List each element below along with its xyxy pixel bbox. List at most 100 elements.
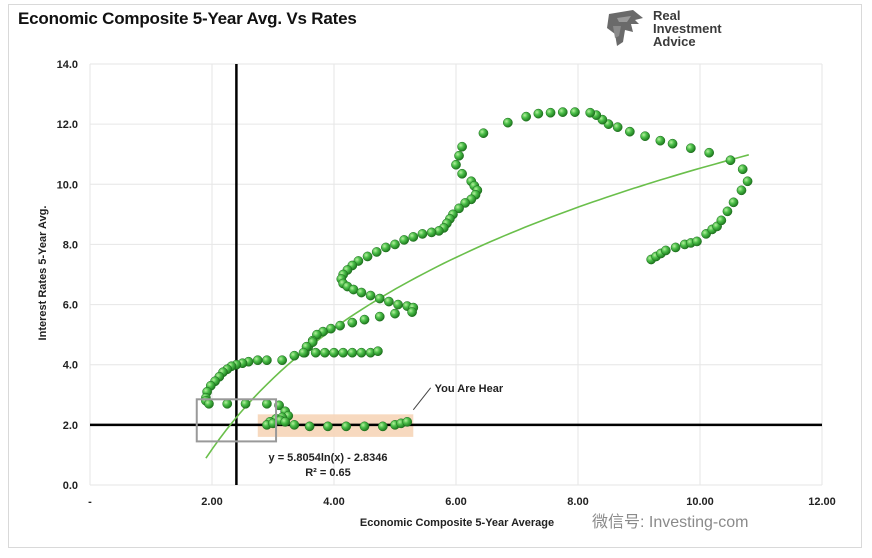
chart-title: Economic Composite 5-Year Avg. Vs Rates [18, 9, 357, 28]
logo-text: Real Investment Advice [653, 9, 722, 48]
data-point [612, 122, 623, 133]
x-tick-label: 6.00 [445, 496, 466, 508]
trendline-equation: y = 5.8054ln(x) - 2.8346 [269, 452, 388, 464]
y-tick-label: 14.0 [57, 59, 78, 71]
data-point [338, 347, 348, 358]
data-point [341, 421, 352, 432]
y-tick-label: 0.0 [63, 480, 78, 492]
data-point [704, 147, 715, 158]
logo: Real Investment Advice [603, 8, 753, 50]
data-point [289, 350, 300, 361]
x-tick-label: - [88, 496, 92, 508]
reference-lines [90, 64, 822, 485]
data-point [356, 347, 367, 358]
data-point [365, 290, 376, 301]
data-point [667, 138, 678, 149]
data-point [329, 347, 339, 358]
data-point [381, 242, 391, 253]
data-point [347, 347, 358, 358]
data-point [320, 347, 330, 358]
data-point [402, 417, 413, 427]
data-point [625, 126, 635, 137]
logo-line-2: Investment [653, 21, 722, 36]
data-point [374, 293, 385, 304]
annotation-leader [412, 387, 432, 411]
data-point [356, 287, 367, 298]
data-point [533, 108, 544, 119]
data-point [304, 421, 315, 432]
eagle-logo-icon [607, 10, 643, 46]
tick-labels: 0.0 2.0 4.0 6.0 8.0 10.0 12.0 14.0 - 2.00 4.00 6.00… [57, 59, 836, 508]
data-point [347, 317, 358, 328]
data-point [373, 346, 383, 357]
data-point [310, 347, 321, 358]
data-point [204, 398, 214, 409]
y-tick-label: 8.0 [63, 239, 78, 251]
data-point [262, 355, 272, 366]
data-point [503, 117, 513, 128]
data-point [335, 320, 345, 331]
watermark: 微信号: Investing-com [592, 514, 749, 531]
data-point [252, 355, 263, 366]
x-tick-label: 8.00 [567, 496, 588, 508]
logo-line-3: Advice [653, 34, 696, 49]
data-point [390, 239, 400, 250]
data-point [640, 131, 650, 142]
y-tick-label: 2.0 [63, 420, 78, 432]
data-point [521, 111, 532, 122]
grid [89, 63, 823, 486]
data-point [670, 242, 681, 253]
data-point [384, 296, 394, 307]
data-point [457, 168, 467, 179]
data-point [478, 128, 489, 139]
data-point [451, 159, 461, 170]
data-point [399, 235, 409, 245]
data-point [686, 143, 696, 154]
data-point [570, 107, 580, 117]
data-point [454, 150, 464, 161]
data-point [262, 398, 272, 409]
y-tick-label: 4.0 [63, 360, 78, 372]
data-point [692, 236, 702, 247]
data-point [454, 203, 464, 214]
y-tick-label: 12.0 [57, 119, 78, 131]
y-tick-label: 6.0 [63, 300, 78, 312]
data-point [742, 176, 753, 187]
data-point [417, 229, 428, 239]
logo-line-1: Real [653, 8, 681, 23]
data-point [371, 247, 382, 257]
data-point [240, 398, 251, 409]
data-point [289, 420, 300, 430]
data-point [390, 308, 400, 319]
highlight-box [195, 398, 278, 443]
data-point [377, 421, 388, 432]
x-axis-label: Economic Composite 5-Year Average [360, 517, 554, 529]
y-axis-label: Interest Rates 5-Year Avg. [37, 206, 49, 341]
x-tick-label: 10.00 [686, 496, 714, 508]
data-point [323, 421, 333, 432]
data-point [736, 185, 747, 196]
data-point [737, 164, 748, 175]
data-point [585, 107, 596, 118]
x-tick-label: 4.00 [323, 496, 344, 508]
data-point [545, 107, 556, 118]
data-point [359, 314, 370, 325]
data-point [407, 307, 417, 317]
data-point [359, 421, 370, 432]
data-point [716, 215, 727, 226]
data-point [393, 299, 403, 310]
trendline-r2: R² = 0.65 [305, 467, 351, 479]
data-point [374, 311, 385, 322]
data-point [280, 417, 291, 427]
data-point [222, 398, 233, 409]
chart-frame [8, 4, 862, 548]
data-point [298, 347, 309, 358]
data-points [201, 107, 753, 432]
annotation-you-are-hear: You Are Hear [435, 383, 504, 395]
data-point [557, 107, 568, 117]
data-point [655, 135, 666, 146]
x-tick-label: 12.00 [808, 496, 836, 508]
data-point [728, 197, 739, 208]
data-point [457, 141, 467, 152]
